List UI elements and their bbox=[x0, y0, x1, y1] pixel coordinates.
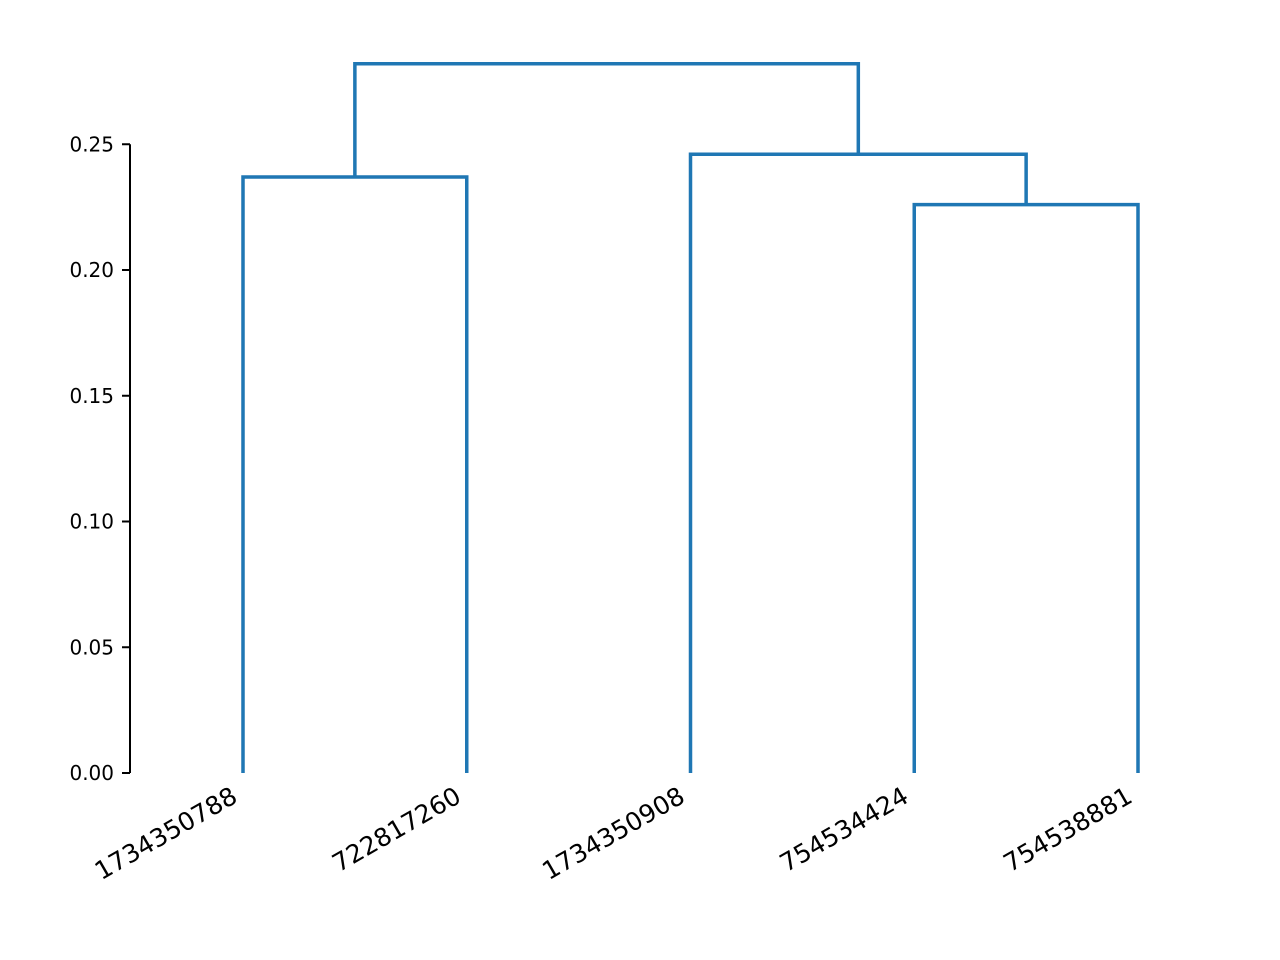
leaf-label: 722817260 bbox=[327, 781, 465, 878]
leaf-label: 1734350788 bbox=[90, 781, 242, 886]
y-tick-label: 0.15 bbox=[69, 384, 114, 408]
dendrogram-link bbox=[353, 62, 861, 177]
dendrogram-links bbox=[241, 62, 1140, 773]
dendrogram-link bbox=[688, 152, 1028, 773]
dendrogram-link bbox=[241, 175, 469, 773]
y-tick-label: 0.20 bbox=[69, 258, 114, 282]
y-tick-label: 0.25 bbox=[69, 132, 114, 156]
y-axis: 0.00 0.05 0.10 0.15 0.20 0.25 bbox=[69, 132, 131, 785]
leaf-label: 754534424 bbox=[775, 781, 913, 878]
y-tick-label: 0.10 bbox=[69, 510, 114, 534]
y-tick-label: 0.00 bbox=[69, 761, 114, 785]
leaf-label: 1734350908 bbox=[537, 781, 689, 886]
y-tick-label: 0.05 bbox=[69, 635, 114, 659]
leaf-label: 754538881 bbox=[999, 781, 1137, 878]
leaf-labels: 1734350788 722817260 1734350908 754534424 75… bbox=[90, 781, 1137, 886]
dendrogram-link bbox=[912, 202, 1140, 773]
